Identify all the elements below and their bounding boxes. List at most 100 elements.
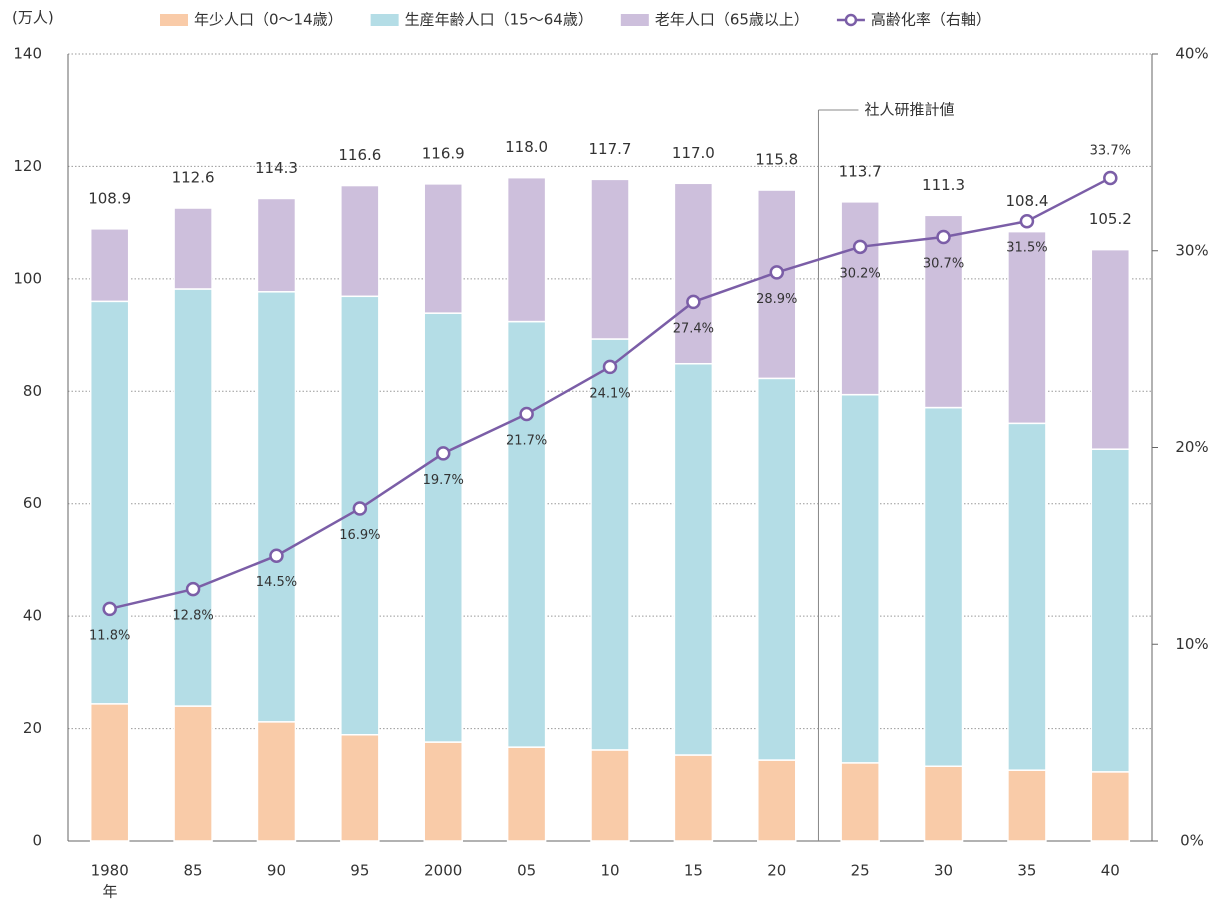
- bar-segment: [590, 178, 630, 340]
- x-tick-label: 1980: [91, 862, 129, 880]
- line-marker: [519, 406, 534, 422]
- total-label: 112.6: [172, 169, 215, 187]
- line-marker: [102, 601, 117, 617]
- total-label: 118.0: [505, 138, 548, 156]
- bar-segment: [923, 214, 964, 409]
- x-tick-label: 10: [600, 862, 619, 880]
- line-marker: [1019, 213, 1035, 229]
- y2-tick-label: 10%: [1175, 635, 1208, 653]
- bar-segment: [757, 759, 797, 842]
- legend-label: 生産年齢人口（15～64歳）: [405, 11, 593, 29]
- y2-tick-label: 30%: [1175, 241, 1208, 259]
- y-tick-label: 40: [23, 607, 42, 625]
- bar-segment: [506, 176, 547, 323]
- line-marker: [1103, 170, 1118, 186]
- bar-segment: [256, 291, 297, 723]
- bar-segment: [256, 197, 297, 293]
- line-value-label: 14.5%: [256, 575, 297, 590]
- bar-segment: [673, 362, 714, 756]
- x-tick-label: 25: [851, 862, 870, 880]
- bar-segment: [840, 762, 880, 842]
- bar-segment: [89, 300, 130, 705]
- total-label: 113.7: [839, 162, 882, 180]
- bar-segment: [340, 184, 380, 298]
- bar-segment: [173, 207, 213, 290]
- line-marker: [602, 359, 618, 375]
- line-marker: [185, 581, 201, 597]
- line-marker: [936, 229, 951, 245]
- bar-segment: [590, 338, 630, 751]
- total-label: 108.9: [88, 189, 131, 207]
- bar-segment: [256, 721, 297, 842]
- bar-segment: [506, 746, 547, 842]
- y-tick-label: 80: [23, 382, 42, 400]
- x-tick-label: 30: [934, 862, 953, 880]
- x-tick-label: 35: [1017, 862, 1036, 880]
- line-value-label: 12.8%: [172, 609, 213, 624]
- line-marker: [852, 239, 868, 255]
- bar-segment: [590, 749, 630, 842]
- legend-swatch: [160, 14, 188, 26]
- line-marker: [269, 548, 284, 563]
- line-value-label: 30.7%: [923, 256, 964, 271]
- bar-segment: [673, 754, 714, 842]
- total-label: 105.2: [1089, 210, 1132, 228]
- y-tick-label: 20: [23, 719, 42, 737]
- line-value-label: 11.8%: [89, 628, 130, 643]
- total-label: 116.9: [422, 144, 465, 162]
- y2-tick-label: 40%: [1175, 45, 1208, 63]
- line-value-label: 21.7%: [506, 434, 547, 449]
- line-marker: [686, 294, 701, 310]
- y-tick-label: 60: [23, 494, 42, 512]
- bar-segment: [1007, 769, 1047, 842]
- x-tick-label: 2000: [424, 862, 462, 880]
- bar-segment: [1090, 771, 1131, 842]
- bar-segment: [89, 228, 130, 303]
- bar-segment: [673, 182, 714, 365]
- line-marker: [435, 446, 451, 461]
- legend-swatch: [370, 14, 399, 26]
- bar-segment: [1007, 422, 1047, 771]
- x-tick-label: 20: [767, 862, 786, 880]
- bar-segment: [840, 201, 880, 396]
- bar-segment: [340, 734, 380, 842]
- bar-segment: [173, 288, 213, 707]
- line-value-label: 31.5%: [1006, 241, 1047, 256]
- line-value-label: 19.7%: [423, 473, 464, 488]
- x-tick-label: 05: [517, 862, 536, 880]
- line-value-label: 16.9%: [339, 528, 380, 543]
- x-unit-label: 年: [102, 883, 117, 900]
- line-value-label: 33.7%: [1090, 143, 1131, 158]
- bar-segment: [423, 183, 463, 314]
- total-label: 111.3: [922, 176, 965, 194]
- line-value-label: 24.1%: [589, 386, 630, 401]
- x-tick-label: 95: [350, 862, 369, 880]
- line-marker: [769, 265, 785, 280]
- bar-segment: [423, 741, 463, 842]
- legend-label: 年少人口（0～14歳）: [194, 11, 343, 29]
- legend-label: 高齢化率（右軸）: [871, 11, 991, 29]
- legend-swatch: [844, 13, 858, 27]
- line-value-label: 30.2%: [839, 266, 880, 281]
- bar-segment: [423, 312, 463, 743]
- total-label: 114.3: [255, 159, 298, 177]
- x-tick-label: 85: [184, 862, 203, 880]
- bar-segment: [1090, 448, 1131, 773]
- total-label: 116.6: [338, 146, 381, 164]
- total-label: 115.8: [755, 151, 798, 169]
- bar-segment: [757, 377, 797, 761]
- bar-segment: [506, 320, 547, 748]
- total-label: 117.7: [589, 140, 632, 158]
- total-label: 108.4: [1005, 192, 1048, 210]
- y-tick-label: 100: [13, 269, 42, 287]
- line-value-label: 28.9%: [756, 292, 797, 307]
- x-tick-label: 15: [684, 862, 703, 880]
- y-unit-label: (万人): [12, 9, 54, 27]
- bar-segment: [923, 406, 964, 767]
- legend-swatch: [620, 14, 649, 26]
- x-tick-label: 90: [267, 862, 286, 880]
- total-label: 117.0: [672, 144, 715, 162]
- bar-segment: [923, 765, 964, 842]
